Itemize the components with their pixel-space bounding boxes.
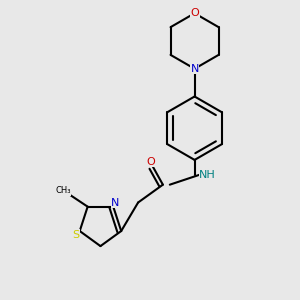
Text: O: O xyxy=(190,8,199,18)
Text: O: O xyxy=(147,157,155,167)
Text: N: N xyxy=(190,64,199,74)
Text: S: S xyxy=(72,230,79,240)
Text: NH: NH xyxy=(199,170,216,180)
Text: CH₃: CH₃ xyxy=(55,186,70,195)
Text: N: N xyxy=(111,198,119,208)
